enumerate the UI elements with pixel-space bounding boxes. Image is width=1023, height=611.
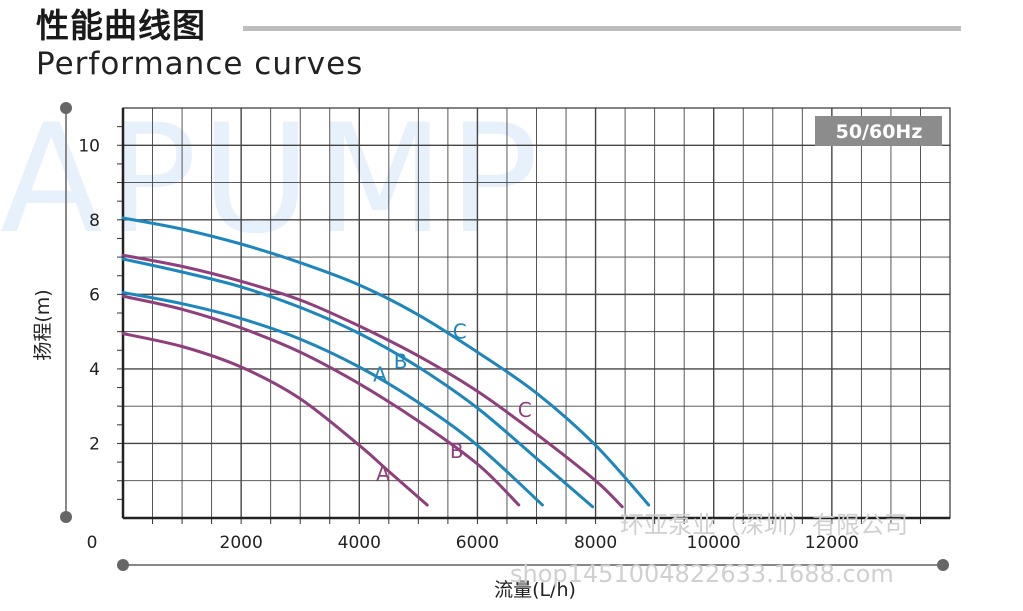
x-tick-label: 0 — [87, 533, 98, 553]
x-axis-label: 流量(L/h) — [494, 579, 576, 601]
x-tick-label: 6000 — [456, 533, 499, 553]
y-axis-label: 扬程(m) — [32, 289, 54, 360]
curve-blue-A — [121, 291, 544, 507]
page-title-en: Performance curves — [36, 46, 364, 82]
series-layer — [121, 216, 651, 509]
curve-blue-C — [121, 216, 651, 507]
axes — [60, 102, 951, 571]
background-watermark: APUMP — [0, 93, 543, 267]
curve-label-blue-C: C — [453, 320, 467, 344]
frequency-badge — [815, 116, 942, 146]
page-title-cn: 性能曲线图 — [36, 6, 206, 45]
y-tick-label: 10 — [78, 136, 100, 156]
curve-blue-B — [121, 257, 595, 509]
bracket-dot — [117, 559, 129, 571]
x-tick-label: 4000 — [338, 533, 381, 553]
curve-label-purple-C: C — [518, 398, 532, 422]
x-tick-label: 10000 — [687, 533, 741, 553]
bracket-dot — [60, 102, 72, 114]
x-tick-label: 12000 — [805, 533, 859, 553]
y-tick-label: 2 — [89, 434, 100, 454]
x-tick-label: 8000 — [574, 533, 617, 553]
curve-label-purple-A: A — [376, 461, 390, 485]
curve-label-blue-A: A — [373, 363, 387, 387]
bracket-dot — [937, 559, 949, 571]
curve-label-blue-B: B — [394, 349, 408, 373]
grid — [123, 108, 950, 518]
footer-watermark-site: shop1451004822633.1688.com — [510, 560, 894, 588]
y-tick-label: 4 — [89, 360, 100, 380]
footer-watermark-company: 环亚泵业（深圳）有限公司 — [620, 511, 908, 539]
frequency-badge-text: 50/60Hz — [836, 121, 923, 143]
y-tick-label: 6 — [89, 285, 100, 305]
title-divider — [243, 26, 961, 31]
x-tick-label: 2000 — [220, 533, 263, 553]
curve-purple-A — [121, 332, 429, 507]
y-tick-label: 8 — [89, 211, 100, 231]
curve-label-purple-B: B — [450, 439, 464, 463]
curve-purple-C — [121, 253, 624, 509]
curve-purple-B — [121, 294, 521, 507]
bracket-dot — [60, 511, 72, 523]
